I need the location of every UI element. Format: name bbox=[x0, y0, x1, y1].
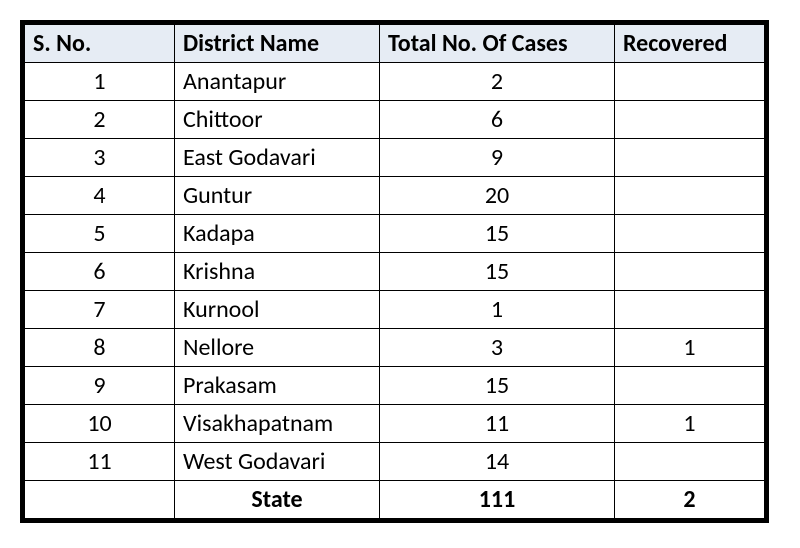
cell-sno: 2 bbox=[25, 101, 175, 139]
cell-recovered: 1 bbox=[615, 405, 765, 443]
cell-cases: 15 bbox=[380, 367, 615, 405]
cases-table-container: S. No. District Name Total No. Of Cases … bbox=[20, 20, 769, 523]
table-row: 8 Nellore 3 1 bbox=[25, 329, 765, 367]
cell-sno: 5 bbox=[25, 215, 175, 253]
cell-sno: 8 bbox=[25, 329, 175, 367]
cell-cases: 6 bbox=[380, 101, 615, 139]
cell-recovered bbox=[615, 139, 765, 177]
table-header-row: S. No. District Name Total No. Of Cases … bbox=[25, 25, 765, 63]
cell-district: Chittoor bbox=[175, 101, 380, 139]
table-row: 2 Chittoor 6 bbox=[25, 101, 765, 139]
cell-district: West Godavari bbox=[175, 443, 380, 481]
cell-cases: 14 bbox=[380, 443, 615, 481]
cell-recovered bbox=[615, 291, 765, 329]
cell-sno: 3 bbox=[25, 139, 175, 177]
cell-district: Krishna bbox=[175, 253, 380, 291]
cell-recovered bbox=[615, 443, 765, 481]
cell-recovered bbox=[615, 177, 765, 215]
cell-recovered bbox=[615, 253, 765, 291]
col-header-recovered: Recovered bbox=[615, 25, 765, 63]
table-row: 4 Guntur 20 bbox=[25, 177, 765, 215]
cell-sno: 9 bbox=[25, 367, 175, 405]
cell-sno: 4 bbox=[25, 177, 175, 215]
cases-table: S. No. District Name Total No. Of Cases … bbox=[24, 24, 765, 519]
cell-recovered bbox=[615, 63, 765, 101]
cell-recovered bbox=[615, 215, 765, 253]
cell-district: Nellore bbox=[175, 329, 380, 367]
total-cases: 111 bbox=[380, 481, 615, 519]
cell-district: Visakhapatnam bbox=[175, 405, 380, 443]
table-row: 11 West Godavari 14 bbox=[25, 443, 765, 481]
cell-sno: 6 bbox=[25, 253, 175, 291]
cell-sno: 7 bbox=[25, 291, 175, 329]
total-label: State bbox=[175, 481, 380, 519]
cell-sno: 10 bbox=[25, 405, 175, 443]
cell-cases: 15 bbox=[380, 215, 615, 253]
table-body: 1 Anantapur 2 2 Chittoor 6 3 East Godava… bbox=[25, 63, 765, 519]
table-row: 10 Visakhapatnam 11 1 bbox=[25, 405, 765, 443]
cell-district: Guntur bbox=[175, 177, 380, 215]
total-recovered: 2 bbox=[615, 481, 765, 519]
table-row: 1 Anantapur 2 bbox=[25, 63, 765, 101]
cell-recovered bbox=[615, 367, 765, 405]
table-row: 9 Prakasam 15 bbox=[25, 367, 765, 405]
cell-recovered bbox=[615, 101, 765, 139]
table-row: 5 Kadapa 15 bbox=[25, 215, 765, 253]
table-row: 3 East Godavari 9 bbox=[25, 139, 765, 177]
cell-cases: 15 bbox=[380, 253, 615, 291]
cell-sno: 1 bbox=[25, 63, 175, 101]
cell-cases: 2 bbox=[380, 63, 615, 101]
col-header-cases: Total No. Of Cases bbox=[380, 25, 615, 63]
cell-district: East Godavari bbox=[175, 139, 380, 177]
cell-district: Kadapa bbox=[175, 215, 380, 253]
cell-cases: 1 bbox=[380, 291, 615, 329]
cell-cases: 20 bbox=[380, 177, 615, 215]
total-sno bbox=[25, 481, 175, 519]
cell-recovered: 1 bbox=[615, 329, 765, 367]
cell-district: Anantapur bbox=[175, 63, 380, 101]
table-total-row: State 111 2 bbox=[25, 481, 765, 519]
cell-cases: 11 bbox=[380, 405, 615, 443]
table-row: 6 Krishna 15 bbox=[25, 253, 765, 291]
cell-cases: 9 bbox=[380, 139, 615, 177]
cell-district: Kurnool bbox=[175, 291, 380, 329]
cell-district: Prakasam bbox=[175, 367, 380, 405]
cell-sno: 11 bbox=[25, 443, 175, 481]
table-row: 7 Kurnool 1 bbox=[25, 291, 765, 329]
col-header-district: District Name bbox=[175, 25, 380, 63]
col-header-sno: S. No. bbox=[25, 25, 175, 63]
cell-cases: 3 bbox=[380, 329, 615, 367]
